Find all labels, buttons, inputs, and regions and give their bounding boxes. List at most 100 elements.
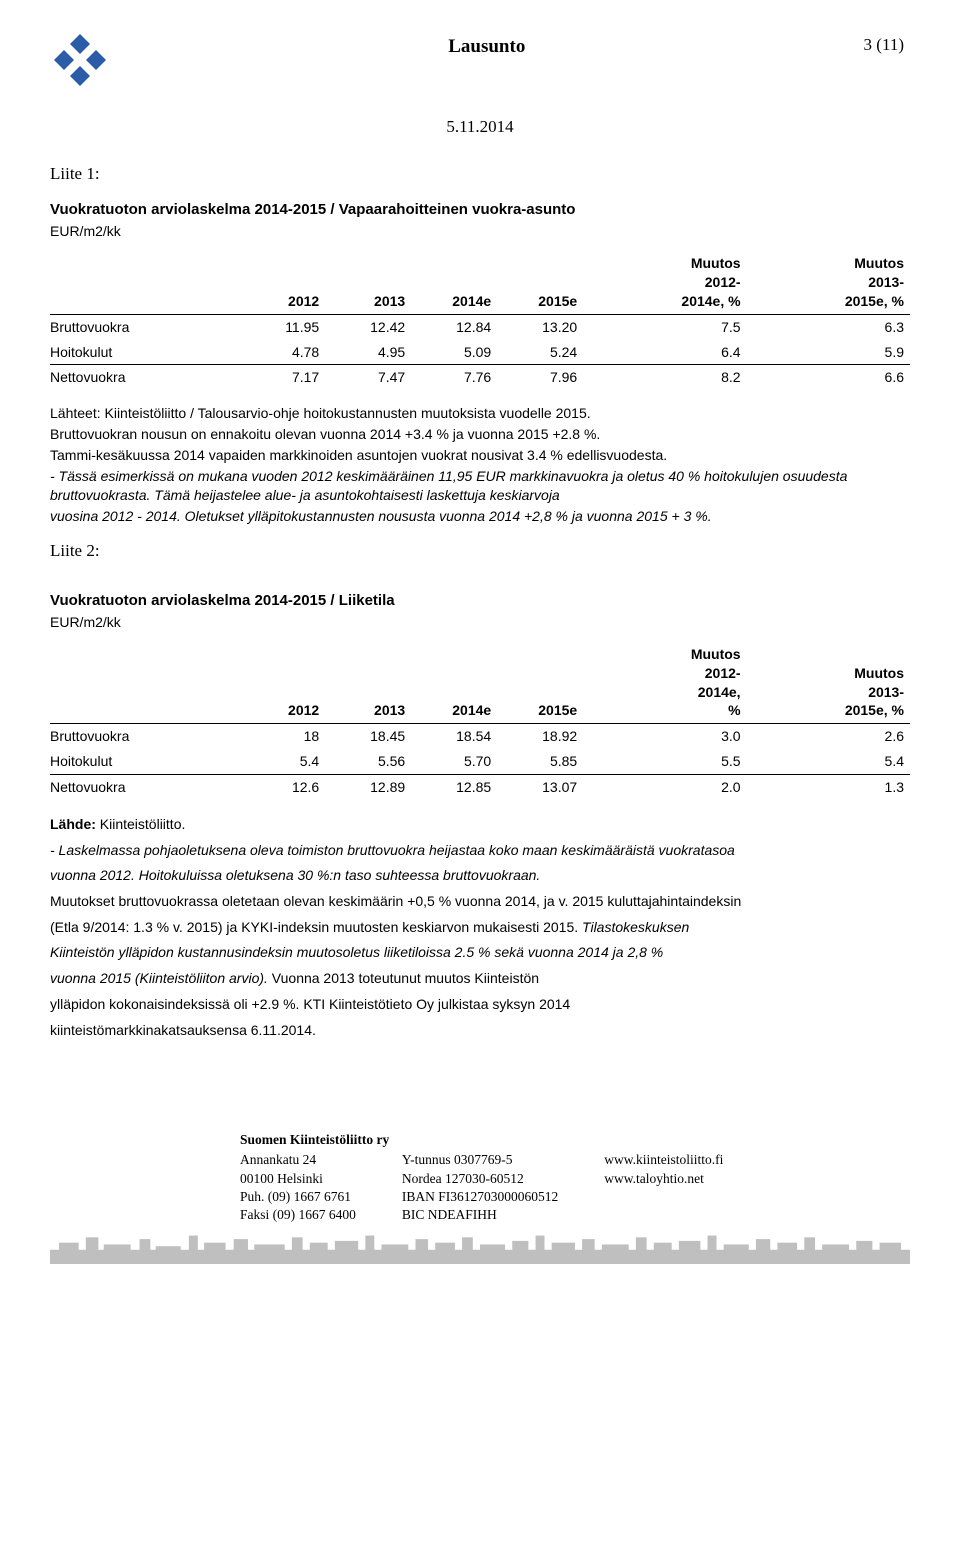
cell: 13.20 xyxy=(497,314,583,339)
cell: 5.5 xyxy=(583,749,746,774)
liite2-table: 2012 2013 2014e 2015e Muutos2012-2014e,%… xyxy=(50,642,910,800)
cell: 12.84 xyxy=(411,314,497,339)
note-line: Muutokset bruttovuokrassa oletetaan olev… xyxy=(50,891,910,913)
col-header: 2014e xyxy=(411,251,497,314)
footer-line: Annankatu 24 xyxy=(240,1151,356,1169)
cell: 7.96 xyxy=(497,365,583,390)
col-header: Muutos2013-2015e, % xyxy=(747,251,910,314)
page-header: Lausunto 3 (11) xyxy=(50,30,910,90)
note-line: vuonna 2012. Hoitokuluissa oletuksena 30… xyxy=(50,865,910,887)
cell: 12.6 xyxy=(239,775,325,800)
cell: 2.6 xyxy=(747,724,910,749)
col-header: Muutos2012-2014e, % xyxy=(583,251,746,314)
cell: 5.4 xyxy=(747,749,910,774)
note-line: vuosina 2012 - 2014. Oletukset ylläpitok… xyxy=(50,507,910,526)
document-date: 5.11.2014 xyxy=(50,116,910,139)
document-title: Lausunto xyxy=(448,36,525,57)
note-line: Lähteet: Kiinteistöliitto / Talousarvio-… xyxy=(50,404,910,423)
col-header: 2012 xyxy=(239,251,325,314)
note-line: Bruttovuokran nousun on ennakoitu olevan… xyxy=(50,425,910,444)
cell: 13.07 xyxy=(497,775,583,800)
cell: 18.45 xyxy=(325,724,411,749)
row-label: Hoitokulut xyxy=(50,749,239,774)
cell: 3.0 xyxy=(583,724,746,749)
cell: 4.78 xyxy=(239,340,325,365)
logo-diamond-icon xyxy=(50,30,110,90)
row-label: Nettovuokra xyxy=(50,365,239,390)
liite2-unit: EUR/m2/kk xyxy=(50,613,910,632)
liite1-notes: Lähteet: Kiinteistöliitto / Talousarvio-… xyxy=(50,404,910,525)
footer-line: Puh. (09) 1667 6761 xyxy=(240,1188,356,1206)
row-label: Bruttovuokra xyxy=(50,314,239,339)
col-header: Muutos2013-2015e, % xyxy=(747,642,910,724)
footer-line: 00100 Helsinki xyxy=(240,1170,356,1188)
cell: 8.2 xyxy=(583,365,746,390)
liite2-title: Vuokratuoton arviolaskelma 2014-2015 / L… xyxy=(50,591,910,611)
cell: 12.89 xyxy=(325,775,411,800)
cell: 7.76 xyxy=(411,365,497,390)
col-header: 2013 xyxy=(325,642,411,724)
col-header: 2012 xyxy=(239,642,325,724)
table-row: Bruttovuokra 11.95 12.42 12.84 13.20 7.5… xyxy=(50,314,910,339)
table-row-netto: Nettovuokra 12.6 12.89 12.85 13.07 2.0 1… xyxy=(50,775,910,800)
footer-line: Faksi (09) 1667 6400 xyxy=(240,1206,356,1224)
table-row: Bruttovuokra 18 18.45 18.54 18.92 3.0 2.… xyxy=(50,724,910,749)
cell: 7.17 xyxy=(239,365,325,390)
footer-line: BIC NDEAFIHH xyxy=(402,1206,558,1224)
cell: 5.85 xyxy=(497,749,583,774)
note-line: ylläpidon kokonaisindeksissä oli +2.9 %.… xyxy=(50,994,910,1016)
liite1-unit: EUR/m2/kk xyxy=(50,222,910,241)
cell: 5.70 xyxy=(411,749,497,774)
row-label: Bruttovuokra xyxy=(50,724,239,749)
cell: 4.95 xyxy=(325,340,411,365)
table-header-row: 2012 2013 2014e 2015e Muutos2012-2014e, … xyxy=(50,251,910,314)
row-label: Hoitokulut xyxy=(50,340,239,365)
skyline-icon xyxy=(50,1232,910,1269)
table-header-row: 2012 2013 2014e 2015e Muutos2012-2014e,%… xyxy=(50,642,910,724)
footer-line: www.taloyhtio.net xyxy=(604,1170,723,1188)
note-line: - Laskelmassa pohjaoletuksena oleva toim… xyxy=(50,840,910,862)
cell: 1.3 xyxy=(747,775,910,800)
note-line: kiinteistömarkkinakatsauksensa 6.11.2014… xyxy=(50,1020,910,1042)
cell: 12.42 xyxy=(325,314,411,339)
page-number: 3 (11) xyxy=(864,30,910,57)
note-line: (Etla 9/2014: 1.3 % v. 2015) ja KYKI-ind… xyxy=(50,917,910,939)
footer-line: IBAN FI3612703000060512 xyxy=(402,1188,558,1206)
cell: 5.56 xyxy=(325,749,411,774)
cell: 6.3 xyxy=(747,314,910,339)
cell: 2.0 xyxy=(583,775,746,800)
cell: 5.09 xyxy=(411,340,497,365)
cell: 7.47 xyxy=(325,365,411,390)
table-row-netto: Nettovuokra 7.17 7.47 7.76 7.96 8.2 6.6 xyxy=(50,365,910,390)
liite2-label: Liite 2: xyxy=(50,540,910,563)
liite1-title: Vuokratuoton arviolaskelma 2014-2015 / V… xyxy=(50,200,910,220)
cell: 18 xyxy=(239,724,325,749)
table-row: Hoitokulut 4.78 4.95 5.09 5.24 6.4 5.9 xyxy=(50,340,910,365)
cell: 5.4 xyxy=(239,749,325,774)
liite2-notes: Lähde: Kiinteistöliitto. - Laskelmassa p… xyxy=(50,814,910,1041)
cell: 6.4 xyxy=(583,340,746,365)
col-header: 2015e xyxy=(497,642,583,724)
footer-line: www.kiinteistoliitto.fi xyxy=(604,1151,723,1169)
col-header: 2013 xyxy=(325,251,411,314)
cell: 18.92 xyxy=(497,724,583,749)
cell: 7.5 xyxy=(583,314,746,339)
note-line: - Tässä esimerkissä on mukana vuoden 201… xyxy=(50,467,910,505)
footer-col-bank: Y-tunnus 0307769-5 Nordea 127030-60512 I… xyxy=(402,1151,558,1224)
row-label: Nettovuokra xyxy=(50,775,239,800)
cell: 5.9 xyxy=(747,340,910,365)
cell: 11.95 xyxy=(239,314,325,339)
col-header: 2015e xyxy=(497,251,583,314)
footer-col-web: www.kiinteistoliitto.fi www.taloyhtio.ne… xyxy=(604,1151,723,1224)
footer-line: Y-tunnus 0307769-5 xyxy=(402,1151,558,1169)
note-line: vuonna 2015 (Kiinteistöliiton arvio). Vu… xyxy=(50,968,910,990)
cell: 5.24 xyxy=(497,340,583,365)
cell: 6.6 xyxy=(747,365,910,390)
cell: 12.85 xyxy=(411,775,497,800)
liite1-table: 2012 2013 2014e 2015e Muutos2012-2014e, … xyxy=(50,251,910,390)
col-header: Muutos2012-2014e,% xyxy=(583,642,746,724)
cell: 18.54 xyxy=(411,724,497,749)
page-footer: Suomen Kiinteistöliitto ry Annankatu 24 … xyxy=(240,1131,910,1224)
table-row: Hoitokulut 5.4 5.56 5.70 5.85 5.5 5.4 xyxy=(50,749,910,774)
note-line: Lähde: Kiinteistöliitto. xyxy=(50,814,910,836)
